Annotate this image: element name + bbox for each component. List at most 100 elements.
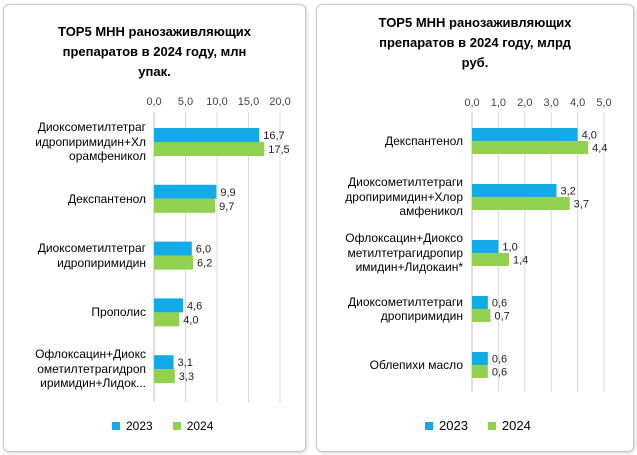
bar-2023 xyxy=(154,128,260,142)
data-label-2023: 0,6 xyxy=(492,354,507,366)
data-label-2023: 4,0 xyxy=(582,130,597,142)
category-label-line: идропиримидин+Хл xyxy=(35,134,146,149)
category-label-line: дропиримидин xyxy=(380,309,463,323)
data-label-2024: 9,7 xyxy=(219,201,234,213)
category-label-line: Диоксометилтетраг xyxy=(37,120,146,135)
data-label-2023: 9,9 xyxy=(220,187,235,199)
bar-2024 xyxy=(154,369,175,384)
bar-2023 xyxy=(154,241,192,256)
bar-2024 xyxy=(472,365,488,378)
bar-2024 xyxy=(154,255,194,270)
title-line: TOP5 МНН ранозаживляющих xyxy=(378,15,572,30)
category-label-line: дропиримидин+Хлор xyxy=(345,189,463,204)
category-label-line: Диоксометилтетраг xyxy=(37,241,146,256)
bar-chart-rubles: 0,0 1,0 2,0 3,0 4,0 5,04,04,43,23,71,01,40,60… xyxy=(464,97,612,392)
category-label-line: орамфеникол xyxy=(69,149,146,164)
category-label-line: Прополис xyxy=(91,305,146,320)
chart-panel-units: TOP5 МНН ранозаживляющих препаратов в 20… xyxy=(3,4,306,452)
bar-2024 xyxy=(154,312,180,327)
category-label-line: Диоксометилтетраги xyxy=(348,294,463,309)
legend-swatch-2024 xyxy=(487,421,496,430)
bar-2024 xyxy=(154,142,265,156)
x-tick-label: 3,0 xyxy=(544,97,559,109)
x-tick-label: 5,0 xyxy=(178,96,193,108)
chart-title: TOP5 МНН ранозаживляющих препаратов в 20… xyxy=(14,22,295,82)
title-line: TOP5 МНН ранозаживляющих xyxy=(57,24,252,39)
category-label: Облепихи масло xyxy=(317,358,463,373)
category-label-line: Офлоксацин+Диокс xyxy=(35,347,146,362)
category-label-line: имидин+Лидокаин* xyxy=(355,260,463,275)
data-label-2023: 1,0 xyxy=(502,242,517,254)
bar-2024 xyxy=(472,253,509,266)
x-tick-label: 4,0 xyxy=(570,97,585,109)
category-label-line: ометилтетрагидроп xyxy=(37,361,146,376)
category-label-line: Диоксометилтетраги xyxy=(348,175,463,190)
data-label-2023: 3,2 xyxy=(560,186,575,198)
data-label-2023: 3,1 xyxy=(178,357,193,369)
bar-2024 xyxy=(154,198,216,213)
bar-2023 xyxy=(154,355,174,370)
category-label-line: Облепихи масло xyxy=(369,357,463,372)
category-label: Декспантенол xyxy=(4,192,146,207)
x-tick-label: 0,0 xyxy=(146,96,161,108)
bar-2024 xyxy=(472,309,491,322)
legend-item-2023: 2023 xyxy=(112,419,153,433)
legend-item-2024: 2024 xyxy=(487,418,531,433)
category-label: Прополис xyxy=(4,305,146,320)
legend-label: 2024 xyxy=(501,418,531,433)
legend-label: 2024 xyxy=(186,419,214,433)
x-tick-label: 20,0 xyxy=(269,96,290,108)
legend-label: 2023 xyxy=(439,418,468,433)
data-label-2024: 4,4 xyxy=(592,143,607,155)
data-label-2024: 4,0 xyxy=(183,314,198,326)
category-label-line: иримидин+Лидок... xyxy=(40,376,146,391)
x-tick-label: 1,0 xyxy=(491,97,506,109)
legend-item-2024: 2024 xyxy=(172,419,214,433)
bar-2023 xyxy=(472,128,578,141)
data-label-2024: 0,6 xyxy=(492,367,507,379)
data-label-2024: 0,7 xyxy=(494,311,509,323)
title-line: препаратов в 2024 году, млрд xyxy=(379,35,571,50)
legend-item-2023: 2023 xyxy=(425,418,468,433)
legend-swatch-2023 xyxy=(425,421,433,430)
title-line: руб. xyxy=(461,55,489,70)
bar-2024 xyxy=(472,141,589,154)
data-label-2024: 17,5 xyxy=(268,144,289,156)
title-line: препаратов в 2024 году, млн xyxy=(62,44,247,59)
data-label-2024: 3,7 xyxy=(574,199,589,211)
bar-2023 xyxy=(154,184,217,199)
legend: 2023 2024 xyxy=(112,419,233,433)
category-label-line: идропиримидин xyxy=(57,255,146,270)
x-tick-label: 10,0 xyxy=(206,96,227,108)
category-label-line: метилтетрагидропир xyxy=(347,245,463,260)
bar-2023 xyxy=(472,296,488,309)
legend-swatch-2024 xyxy=(172,422,181,430)
bar-2024 xyxy=(472,197,570,210)
bar-2023 xyxy=(472,352,488,365)
data-label-2024: 3,3 xyxy=(179,371,194,383)
data-label-2023: 16,7 xyxy=(263,130,284,142)
x-tick-label: 0,0 xyxy=(464,97,479,109)
bar-2023 xyxy=(472,184,557,197)
data-label-2023: 6,0 xyxy=(196,244,211,256)
chart-title: TOP5 МНН ранозаживляющих препаратов в 20… xyxy=(327,13,623,73)
bar-2023 xyxy=(154,298,183,313)
bar-2023 xyxy=(472,240,499,253)
bar-chart-units: 0,0 5,0 10,0 15,0 20,0 16,7 17,5 9,9 9,7 6,0 6,2 4,… xyxy=(146,96,291,402)
category-label: Декспантенол xyxy=(317,134,463,149)
title-line: упак. xyxy=(138,64,171,79)
category-label-line: амфеникол xyxy=(399,204,463,219)
data-label-2023: 0,6 xyxy=(492,298,507,310)
x-tick-label: 2,0 xyxy=(517,97,532,109)
x-tick-label: 5,0 xyxy=(596,97,611,109)
category-label-line: Декспантенол xyxy=(67,191,146,206)
chart-panel-rubles: TOP5 МНН ранозаживляющих препаратов в 20… xyxy=(316,4,634,452)
data-label-2023: 4,6 xyxy=(187,300,202,312)
data-label-2024: 1,4 xyxy=(513,255,528,267)
